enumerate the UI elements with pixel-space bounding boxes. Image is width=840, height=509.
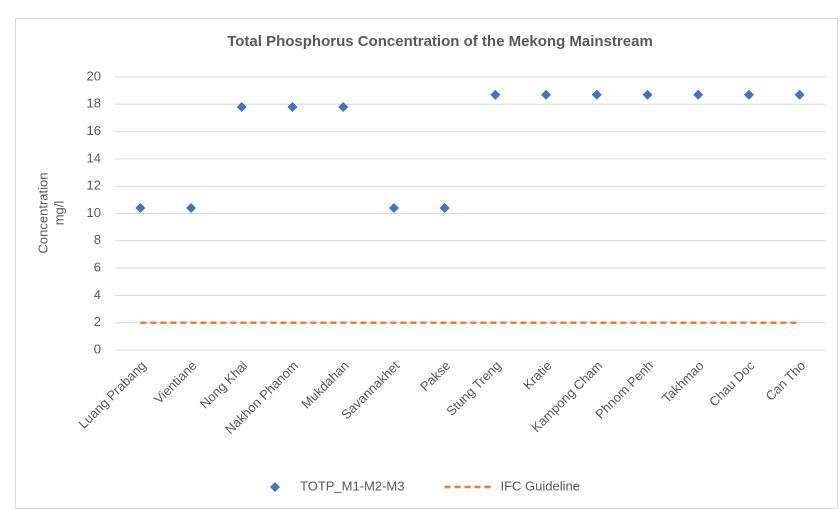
chart-title: Total Phosphorus Concentration of the Me… bbox=[227, 33, 653, 50]
y-label-line: mg/l bbox=[51, 201, 66, 226]
y-tick-label: 0 bbox=[94, 341, 101, 356]
y-tick-label: 14 bbox=[87, 150, 101, 165]
y-axis-label: Concentration mg/l bbox=[35, 173, 66, 254]
legend-swatch bbox=[270, 482, 280, 492]
y-label-line: Concentration bbox=[35, 173, 50, 254]
legend-label: TOTP_M1-M2-M3 bbox=[300, 478, 405, 493]
y-tick-label: 16 bbox=[87, 123, 101, 138]
point bbox=[439, 203, 450, 214]
point bbox=[186, 203, 197, 214]
point bbox=[287, 102, 298, 113]
y-tick-label: 10 bbox=[87, 205, 101, 220]
legend-label: IFC Guideline bbox=[501, 478, 580, 493]
point bbox=[642, 89, 653, 100]
y-tick-label: 20 bbox=[87, 68, 101, 83]
point bbox=[541, 89, 552, 100]
y-tick-label: 8 bbox=[94, 232, 101, 247]
chart-frame bbox=[15, 18, 838, 509]
point bbox=[135, 203, 146, 214]
point bbox=[794, 89, 805, 100]
point bbox=[743, 89, 754, 100]
point bbox=[490, 89, 501, 100]
y-tick-label: 12 bbox=[87, 178, 101, 193]
y-tick-label: 6 bbox=[94, 260, 101, 275]
point bbox=[693, 89, 704, 100]
y-tick-label: 18 bbox=[87, 96, 101, 111]
point bbox=[388, 203, 399, 214]
y-tick-label: 4 bbox=[94, 287, 101, 302]
point bbox=[338, 102, 349, 113]
point bbox=[236, 102, 247, 113]
point bbox=[591, 89, 602, 100]
y-tick-label: 2 bbox=[94, 314, 101, 329]
